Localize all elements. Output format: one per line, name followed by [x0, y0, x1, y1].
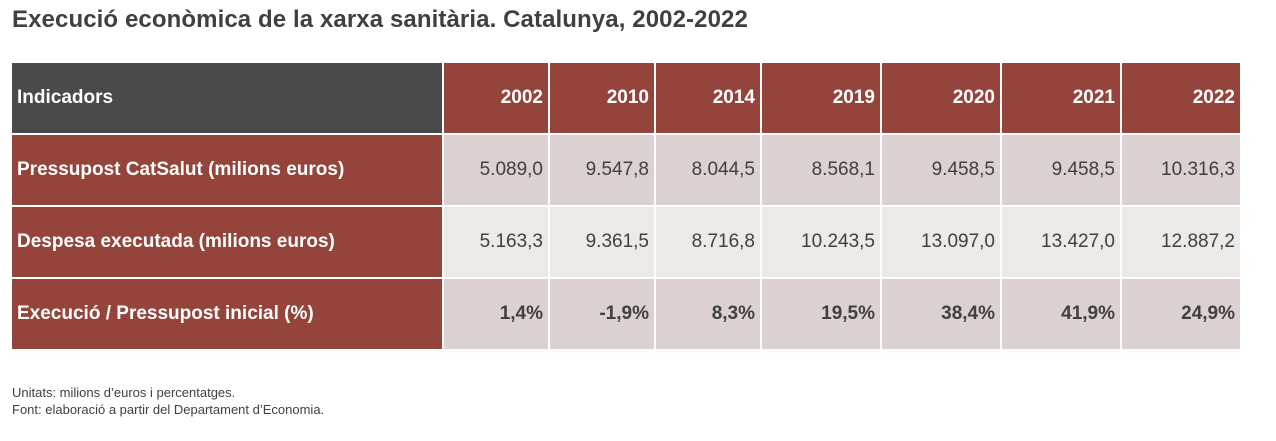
- table-cell: 5.089,0: [444, 135, 548, 205]
- table-header-row: Indicadors 2002 2010 2014 2019 2020 2021…: [12, 63, 1240, 133]
- table-cell: 8.568,1: [762, 135, 880, 205]
- header-year: 2022: [1122, 63, 1240, 133]
- table-cell: 9.458,5: [882, 135, 1000, 205]
- row-label: Pressupost CatSalut (milions euros): [12, 135, 442, 205]
- table-cell: 9.458,5: [1002, 135, 1120, 205]
- table-cell: 13.097,0: [882, 207, 1000, 277]
- table-cell: 13.427,0: [1002, 207, 1120, 277]
- row-label: Despesa executada (milions euros): [12, 207, 442, 277]
- header-year: 2021: [1002, 63, 1120, 133]
- data-table: Indicadors 2002 2010 2014 2019 2020 2021…: [10, 61, 1242, 351]
- table-row: Despesa executada (milions euros) 5.163,…: [12, 207, 1240, 277]
- table-cell: 8.716,8: [656, 207, 760, 277]
- table-cell: 38,4%: [882, 279, 1000, 349]
- table-cell: 1,4%: [444, 279, 548, 349]
- header-indicators: Indicadors: [12, 63, 442, 133]
- header-year: 2014: [656, 63, 760, 133]
- header-year: 2020: [882, 63, 1000, 133]
- table-cell: 8.044,5: [656, 135, 760, 205]
- table-cell: 9.361,5: [550, 207, 654, 277]
- source-note: Font: elaboració a partir del Departamen…: [12, 402, 325, 417]
- table-cell: 9.547,8: [550, 135, 654, 205]
- header-year: 2019: [762, 63, 880, 133]
- header-year: 2002: [444, 63, 548, 133]
- table-cell: 5.163,3: [444, 207, 548, 277]
- table-cell: 41,9%: [1002, 279, 1120, 349]
- page-title: Execució econòmica de la xarxa sanitària…: [12, 6, 748, 33]
- table-row: Execució / Pressupost inicial (%) 1,4% -…: [12, 279, 1240, 349]
- table-cell: 24,9%: [1122, 279, 1240, 349]
- row-label: Execució / Pressupost inicial (%): [12, 279, 442, 349]
- header-year: 2010: [550, 63, 654, 133]
- table-cell: 10.243,5: [762, 207, 880, 277]
- table-cell: 10.316,3: [1122, 135, 1240, 205]
- table-cell: 19,5%: [762, 279, 880, 349]
- units-note: Unitats: milions d’euros i percentatges.: [12, 385, 236, 400]
- table-cell: -1,9%: [550, 279, 654, 349]
- table-row: Pressupost CatSalut (milions euros) 5.08…: [12, 135, 1240, 205]
- table-cell: 8,3%: [656, 279, 760, 349]
- table-cell: 12.887,2: [1122, 207, 1240, 277]
- footnotes: Unitats: milions d’euros i percentatges.…: [12, 384, 324, 418]
